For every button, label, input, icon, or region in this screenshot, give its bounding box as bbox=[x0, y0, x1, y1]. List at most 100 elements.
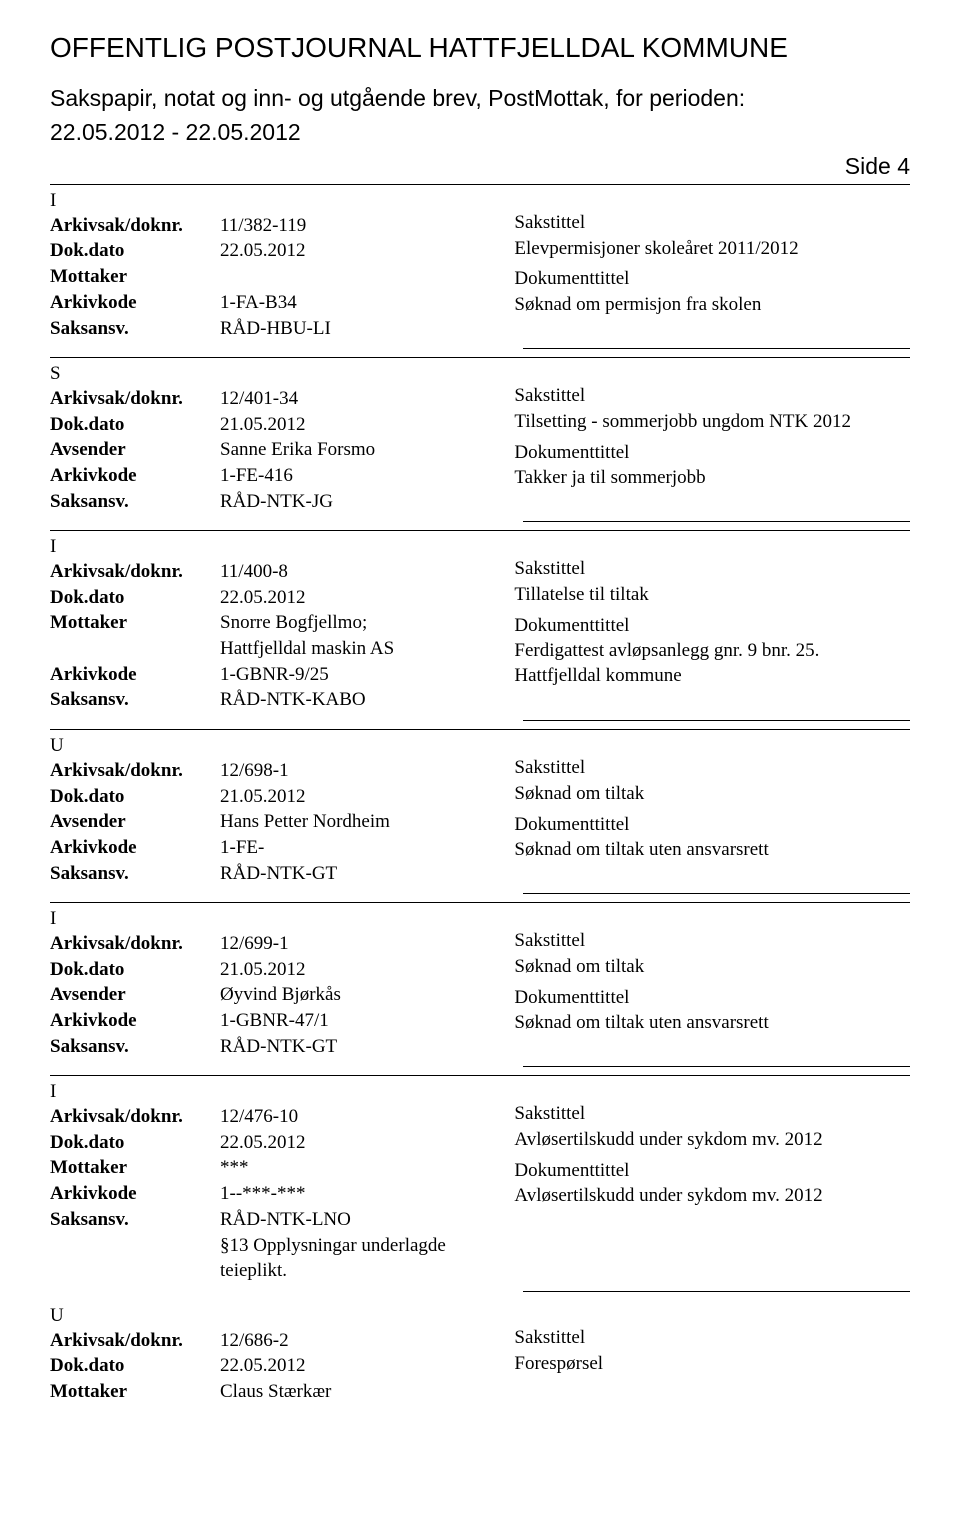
record-type: S bbox=[50, 362, 504, 387]
label-arkivkode: Arkivkode bbox=[50, 291, 220, 316]
label-saksansv: Saksansv. bbox=[50, 490, 220, 515]
label-dokdato: Dok.dato bbox=[50, 239, 220, 264]
page-subtitle-1: Sakspapir, notat og inn- og utgående bre… bbox=[50, 84, 910, 114]
label-party: Mottaker bbox=[50, 1156, 220, 1181]
label-sakstittel: Sakstittel bbox=[514, 1102, 585, 1127]
label-dokdato: Dok.dato bbox=[50, 785, 220, 810]
label-sakstittel: Sakstittel bbox=[514, 557, 585, 582]
label-sakstittel: Sakstittel bbox=[514, 211, 585, 236]
label-party: Avsender bbox=[50, 983, 220, 1008]
record-type: I bbox=[50, 907, 504, 932]
label-saksansv: Saksansv. bbox=[50, 1208, 220, 1233]
label-arkivsak: Arkivsak/doknr. bbox=[50, 387, 220, 412]
value-dokdato: 22.05.2012 bbox=[220, 1354, 504, 1379]
label-sakstittel: Sakstittel bbox=[514, 756, 585, 781]
journal-record: U Arkivsak/doknr. 12/686-2 Dok.dato 22.0… bbox=[50, 1300, 910, 1406]
label-dokumenttittel: Dokumenttittel bbox=[514, 986, 629, 1011]
value-dokdato: 21.05.2012 bbox=[220, 958, 504, 983]
page-number: Side 4 bbox=[50, 152, 910, 182]
value-dokdato: 21.05.2012 bbox=[220, 413, 504, 438]
value-sakstittel: Søknad om tiltak bbox=[514, 782, 644, 807]
value-dokdato: 22.05.2012 bbox=[220, 239, 504, 264]
value-sakstittel: Avløsertilskudd under sykdom mv. 2012 bbox=[514, 1128, 822, 1153]
label-party: Avsender bbox=[50, 438, 220, 463]
label-dokumenttittel: Dokumenttittel bbox=[514, 614, 629, 639]
value-arkivkode: 1-FA-B34 bbox=[220, 291, 504, 316]
value-arkivkode: 1-FE- bbox=[220, 836, 504, 861]
label-arkivsak: Arkivsak/doknr. bbox=[50, 1329, 220, 1354]
value-sakstittel: Søknad om tiltak bbox=[514, 955, 644, 980]
value-party: Øyvind Bjørkås bbox=[220, 983, 504, 1008]
record-type: U bbox=[50, 734, 504, 759]
label-dokumenttittel: Dokumenttittel bbox=[514, 813, 629, 838]
record-separator bbox=[523, 720, 910, 721]
value-party: *** bbox=[220, 1156, 504, 1181]
value-saksansv: RÅD-NTK-GT bbox=[220, 862, 504, 887]
value-party: Snorre Bogfjellmo; bbox=[220, 611, 504, 636]
label-dokdato: Dok.dato bbox=[50, 413, 220, 438]
value-arkivkode: 1--***-*** bbox=[220, 1182, 504, 1207]
value-party: Hans Petter Nordheim bbox=[220, 810, 504, 835]
journal-record: I Arkivsak/doknr. 12/476-10 Dok.dato 22.… bbox=[50, 1075, 910, 1285]
label-arkivsak: Arkivsak/doknr. bbox=[50, 560, 220, 585]
label-dokumenttittel: Dokumenttittel bbox=[514, 441, 629, 466]
value-extra: §13 Opplysningar underlagde bbox=[220, 1234, 504, 1259]
page-subtitle-2: 22.05.2012 - 22.05.2012 bbox=[50, 118, 910, 148]
label-arkivsak: Arkivsak/doknr. bbox=[50, 932, 220, 957]
label-arkivkode: Arkivkode bbox=[50, 836, 220, 861]
label-party: Avsender bbox=[50, 810, 220, 835]
value-dokumenttittel: Søknad om tiltak uten ansvarsrett bbox=[514, 1011, 768, 1036]
label-sakstittel: Sakstittel bbox=[514, 1326, 585, 1351]
journal-record: I Arkivsak/doknr. 11/382-119 Dok.dato 22… bbox=[50, 184, 910, 342]
label-dokdato: Dok.dato bbox=[50, 1354, 220, 1379]
value-party bbox=[220, 265, 504, 290]
label-arkivkode: Arkivkode bbox=[50, 1009, 220, 1034]
value-arkivsak: 11/400-8 bbox=[220, 560, 504, 585]
record-separator bbox=[523, 521, 910, 522]
label-arkivkode: Arkivkode bbox=[50, 464, 220, 489]
label-dokumenttittel: Dokumenttittel bbox=[514, 267, 629, 292]
label-saksansv: Saksansv. bbox=[50, 317, 220, 342]
value-dokumenttittel: Søknad om tiltak uten ansvarsrett bbox=[514, 838, 768, 863]
value-saksansv: RÅD-NTK-GT bbox=[220, 1035, 504, 1060]
value-party: Sanne Erika Forsmo bbox=[220, 438, 504, 463]
value-dokumenttittel: Takker ja til sommerjobb bbox=[514, 466, 705, 491]
label-party: Mottaker bbox=[50, 265, 220, 290]
page-title: OFFENTLIG POSTJOURNAL HATTFJELLDAL KOMMU… bbox=[50, 30, 910, 66]
value-saksansv: RÅD-NTK-KABO bbox=[220, 688, 504, 713]
label-party: Mottaker bbox=[50, 1380, 220, 1405]
label-dokdato: Dok.dato bbox=[50, 1131, 220, 1156]
label-saksansv: Saksansv. bbox=[50, 1035, 220, 1060]
record-separator bbox=[523, 1291, 910, 1292]
value-sakstittel: Elevpermisjoner skoleåret 2011/2012 bbox=[514, 237, 798, 262]
value-arkivsak: 12/699-1 bbox=[220, 932, 504, 957]
value-arkivkode: 1-FE-416 bbox=[220, 464, 504, 489]
value-extra: teieplikt. bbox=[220, 1259, 504, 1284]
value-dokumenttittel: Søknad om permisjon fra skolen bbox=[514, 293, 761, 318]
record-separator bbox=[523, 1066, 910, 1067]
value-saksansv: RÅD-HBU-LI bbox=[220, 317, 504, 342]
record-separator bbox=[523, 348, 910, 349]
value-arkivsak: 12/401-34 bbox=[220, 387, 504, 412]
label-sakstittel: Sakstittel bbox=[514, 384, 585, 409]
value-arkivsak: 12/686-2 bbox=[220, 1329, 504, 1354]
value-arkivsak: 12/698-1 bbox=[220, 759, 504, 784]
label-arkivsak: Arkivsak/doknr. bbox=[50, 759, 220, 784]
value-party: Claus Stærkær bbox=[220, 1380, 504, 1405]
record-type: I bbox=[50, 189, 504, 214]
label-saksansv: Saksansv. bbox=[50, 688, 220, 713]
label-sakstittel: Sakstittel bbox=[514, 929, 585, 954]
value-sakstittel: Tilsetting - sommerjobb ungdom NTK 2012 bbox=[514, 410, 851, 435]
label-arkivsak: Arkivsak/doknr. bbox=[50, 214, 220, 239]
record-type: I bbox=[50, 1080, 504, 1105]
label-dokumenttittel: Dokumenttittel bbox=[514, 1159, 629, 1184]
journal-record: I Arkivsak/doknr. 12/699-1 Dok.dato 21.0… bbox=[50, 902, 910, 1060]
value-arkivsak: 11/382-119 bbox=[220, 214, 504, 239]
value-dokdato: 22.05.2012 bbox=[220, 586, 504, 611]
label-dokdato: Dok.dato bbox=[50, 958, 220, 983]
value-party2: Hattfjelldal maskin AS bbox=[220, 637, 504, 662]
value-saksansv: RÅD-NTK-LNO bbox=[220, 1208, 504, 1233]
value-arkivsak: 12/476-10 bbox=[220, 1105, 504, 1130]
value-sakstittel: Tillatelse til tiltak bbox=[514, 583, 648, 608]
value-dokdato: 22.05.2012 bbox=[220, 1131, 504, 1156]
